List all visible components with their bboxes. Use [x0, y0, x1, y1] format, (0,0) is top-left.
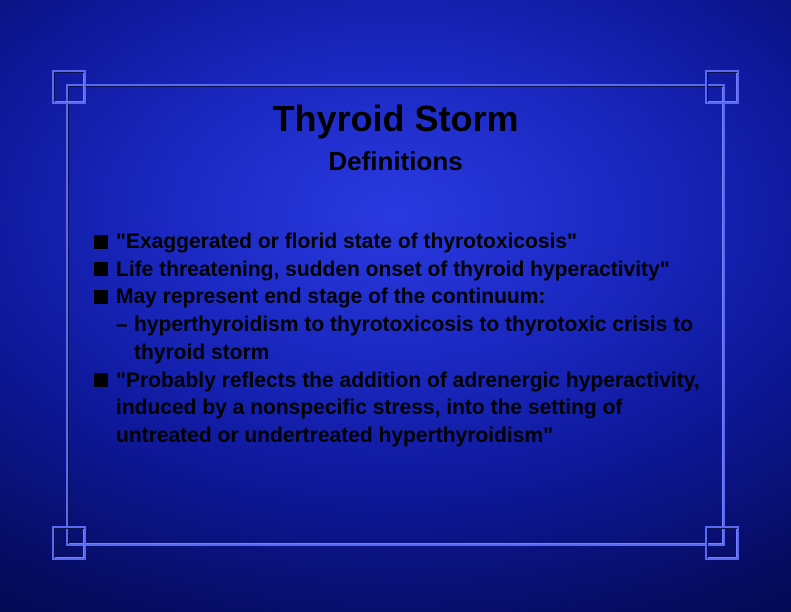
- corner-decoration-top-left: [52, 70, 86, 104]
- slide-title: Thyroid Storm: [0, 100, 791, 138]
- dash-icon: –: [116, 311, 128, 339]
- sub-bullet-text: hyperthyroidism to thyrotoxicosis to thy…: [134, 313, 693, 364]
- bullet-item: May represent end stage of the continuum…: [94, 283, 701, 311]
- slide-subtitle: Definitions: [0, 146, 791, 177]
- corner-decoration-bottom-left: [52, 526, 86, 560]
- corner-decoration-top-right: [705, 70, 739, 104]
- bullet-item: "Exaggerated or florid state of thyrotox…: [94, 228, 701, 256]
- corner-decoration-bottom-right: [705, 526, 739, 560]
- bullet-item: "Probably reflects the addition of adren…: [94, 367, 701, 450]
- slide: Thyroid Storm Definitions "Exaggerated o…: [0, 0, 791, 612]
- sub-bullet-item: – hyperthyroidism to thyrotoxicosis to t…: [94, 311, 701, 366]
- bullet-item: Life threatening, sudden onset of thyroi…: [94, 256, 701, 284]
- slide-body: "Exaggerated or florid state of thyrotox…: [94, 228, 701, 450]
